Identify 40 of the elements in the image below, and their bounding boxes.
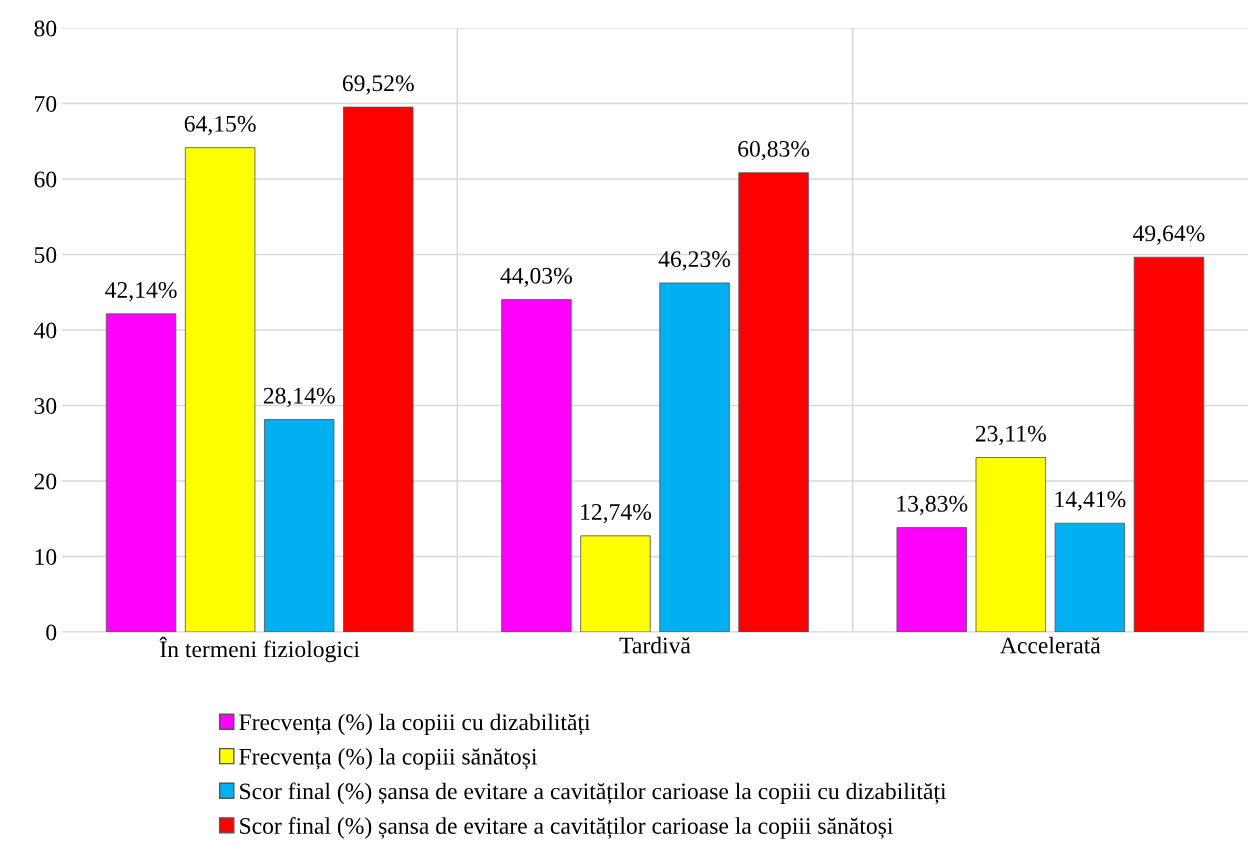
legend-label: Scor final (%) șansa de evitare a cavităților carioase la copiii cu dizabilități — [240, 782, 947, 805]
data-label: 12,74% — [581, 503, 652, 524]
data-label: 60,83% — [738, 140, 810, 161]
y-tick-label: 60 — [34, 171, 57, 188]
y-tick-label: 30 — [34, 397, 57, 414]
y-tick-label: 20 — [34, 473, 57, 490]
bar — [501, 299, 572, 632]
x-tick-label: În termeni fiziologici — [159, 636, 360, 663]
data-label: 46,23% — [658, 251, 731, 271]
y-tick-label: 0 — [46, 624, 57, 641]
y-tick-label: 40 — [33, 322, 57, 339]
data-label: 44,03% — [500, 267, 572, 288]
bar — [263, 419, 335, 632]
y-tick-label: 50 — [34, 246, 57, 263]
bar — [896, 527, 967, 632]
data-label: 42,14% — [105, 282, 177, 302]
bar — [343, 106, 414, 632]
bar — [659, 282, 730, 632]
x-tick-label: Accelerată — [1000, 636, 1101, 654]
bar — [1054, 522, 1126, 632]
bar — [738, 172, 809, 632]
y-tick-label: 70 — [35, 95, 57, 112]
legend-label: Frecvența (%) la copiii cu dizabilități — [239, 713, 591, 736]
bar — [184, 147, 256, 632]
x-tick-label: Tardivă — [619, 636, 691, 654]
data-label: 49,64% — [1133, 225, 1205, 245]
data-label: 28,14% — [263, 387, 335, 408]
data-label: 23,11% — [975, 425, 1046, 446]
bar — [105, 313, 177, 632]
legend-label: Scor final (%) șansa de evitare a cavităților carioase la copiii sănătoși — [240, 817, 894, 839]
bar — [975, 457, 1047, 632]
data-label: 14,41% — [1055, 491, 1126, 511]
bar — [1133, 256, 1205, 632]
y-tick-label: 80 — [34, 20, 57, 37]
data-label: 64,15% — [184, 115, 256, 136]
y-tick-label: 10 — [35, 548, 57, 565]
bar — [580, 535, 651, 632]
legend-label: Frecvența (%) la copiii sănătoși — [239, 748, 538, 770]
data-label: 69,52% — [342, 75, 414, 95]
data-label: 13,83% — [897, 495, 968, 516]
